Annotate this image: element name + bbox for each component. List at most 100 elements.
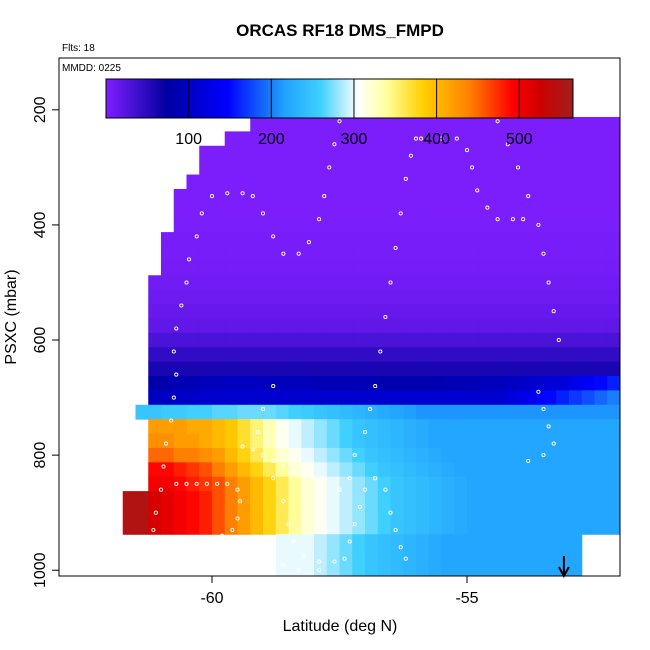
heatmap-cell bbox=[161, 275, 175, 291]
heatmap-cell bbox=[594, 304, 608, 319]
heatmap-cell bbox=[467, 116, 481, 132]
heatmap-cell bbox=[301, 390, 315, 406]
track-point bbox=[495, 217, 500, 222]
heatmap-cell bbox=[594, 188, 608, 204]
heatmap-cell bbox=[556, 116, 570, 132]
heatmap-cell bbox=[556, 491, 570, 506]
heatmap-cell bbox=[161, 375, 175, 391]
heatmap-cell bbox=[428, 347, 442, 363]
heatmap-cell bbox=[594, 519, 608, 535]
heatmap-cell bbox=[237, 160, 251, 176]
track-point bbox=[271, 458, 276, 463]
heatmap-cell bbox=[186, 347, 200, 363]
heatmap-cell bbox=[543, 131, 557, 147]
heatmap-cell bbox=[365, 304, 379, 319]
heatmap-cell bbox=[594, 433, 608, 449]
heatmap-cell bbox=[352, 304, 366, 319]
x-tick-label: -55 bbox=[455, 590, 478, 607]
heatmap-cell bbox=[467, 519, 481, 535]
heatmap-cell bbox=[250, 217, 264, 233]
heatmap-cell bbox=[416, 160, 430, 176]
heatmap-cell bbox=[148, 476, 162, 492]
heatmap-cell bbox=[530, 505, 544, 521]
heatmap-cell bbox=[352, 433, 366, 449]
heatmap-cell bbox=[416, 332, 430, 348]
heatmap-cell bbox=[377, 275, 391, 291]
heatmap-cell bbox=[479, 289, 493, 305]
heatmap-cell bbox=[314, 447, 328, 463]
heatmap-cell bbox=[148, 462, 162, 478]
heatmap-cell bbox=[263, 174, 277, 190]
heatmap-cell bbox=[224, 232, 238, 247]
track-point bbox=[521, 217, 526, 222]
heatmap-cell bbox=[250, 375, 264, 391]
heatmap-cell bbox=[620, 290, 633, 305]
heatmap-cell bbox=[633, 203, 646, 218]
heatmap-cell bbox=[646, 175, 650, 190]
heatmap-cell bbox=[326, 534, 340, 550]
heatmap-cell bbox=[556, 361, 570, 377]
y-tick-label: 1000 bbox=[32, 552, 49, 588]
track-point bbox=[393, 527, 398, 533]
heatmap-cell bbox=[594, 260, 608, 276]
heatmap-cell bbox=[173, 419, 187, 435]
heatmap-cell bbox=[288, 548, 302, 564]
heatmap-cell bbox=[199, 491, 213, 506]
heatmap-cell bbox=[594, 289, 608, 305]
heatmap-cell bbox=[530, 534, 544, 550]
heatmap-cell bbox=[543, 188, 557, 204]
heatmap-cell bbox=[352, 275, 366, 291]
heatmap-cell bbox=[581, 246, 595, 262]
heatmap-cell bbox=[620, 131, 633, 146]
heatmap-cell bbox=[263, 462, 277, 478]
heatmap-cell bbox=[479, 131, 493, 147]
heatmap-cell bbox=[620, 477, 633, 492]
heatmap-cell bbox=[543, 217, 557, 233]
heatmap-cell bbox=[275, 519, 289, 535]
heatmap-cell bbox=[365, 246, 379, 262]
heatmap-cell bbox=[352, 505, 366, 521]
heatmap-cell bbox=[377, 419, 391, 435]
heatmap-cell bbox=[569, 203, 583, 219]
heatmap-cell bbox=[620, 520, 633, 535]
heatmap-cell bbox=[352, 131, 366, 147]
heatmap-cell bbox=[607, 203, 620, 219]
heatmap-cell bbox=[301, 404, 315, 420]
heatmap-cell bbox=[352, 375, 366, 391]
heatmap-cell bbox=[301, 174, 315, 190]
heatmap-cell bbox=[390, 116, 404, 132]
heatmap-cell bbox=[543, 447, 557, 463]
heatmap-cell bbox=[173, 447, 187, 463]
heatmap-cell bbox=[492, 347, 506, 363]
heatmap-cell bbox=[212, 318, 226, 334]
heatmap-cell bbox=[505, 145, 519, 161]
heatmap-cell bbox=[479, 116, 493, 132]
heatmap-cell bbox=[326, 476, 340, 492]
heatmap-cell bbox=[454, 246, 468, 262]
track-point bbox=[378, 349, 383, 354]
heatmap-cell bbox=[428, 116, 442, 132]
heatmap-cell bbox=[199, 275, 213, 291]
y-tick-label: 200 bbox=[32, 96, 49, 123]
heatmap-cell bbox=[454, 304, 468, 319]
heatmap-cell bbox=[390, 318, 404, 334]
heatmap-cell bbox=[467, 131, 481, 147]
heatmap-cell bbox=[416, 174, 430, 190]
heatmap-cell bbox=[352, 246, 366, 262]
heatmap-cell bbox=[454, 275, 468, 291]
heatmap-cell bbox=[403, 548, 417, 564]
heatmap-cell bbox=[326, 447, 340, 463]
heatmap-cell bbox=[237, 375, 251, 391]
heatmap-cell bbox=[620, 405, 633, 420]
heatmap-cell bbox=[607, 462, 620, 478]
heatmap-cell bbox=[212, 347, 226, 363]
heatmap-cell bbox=[263, 232, 277, 247]
heatmap-cell bbox=[275, 462, 289, 478]
heatmap-cell bbox=[326, 217, 340, 233]
heatmap-cell bbox=[403, 462, 417, 478]
heatmap-cell bbox=[377, 390, 391, 406]
heatmap-cell bbox=[530, 260, 544, 276]
heatmap-cell bbox=[441, 390, 455, 406]
heatmap-cell bbox=[492, 505, 506, 521]
